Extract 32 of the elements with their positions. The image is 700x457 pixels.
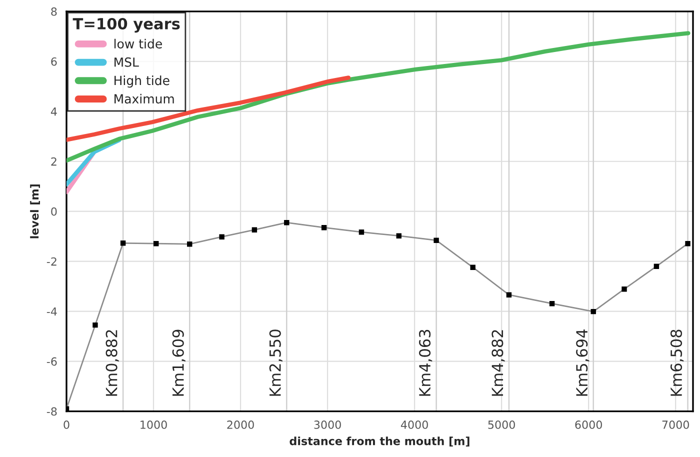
x-tick-label: 6000 [575,420,602,429]
y-axis-title: level [m] [30,184,40,238]
x-tick-label: 4000 [400,420,428,429]
legend-label: MSL [114,57,139,67]
ref-line-label: Km4,882 [492,330,505,396]
legend-title: T=100 years [72,18,180,33]
ref-line-label: Km6,508 [670,330,684,396]
y-tick-label: 0 [51,207,57,216]
y-tick-label: 2 [51,157,56,166]
y-tick-label: 8 [51,7,57,16]
x-tick-label: 5000 [488,420,515,429]
y-tick-label: -2 [46,257,56,266]
y-tick-label: -6 [46,357,57,366]
line-series [66,76,351,142]
x-tick-label: 2000 [227,420,254,429]
x-tick-label: 0 [64,420,70,429]
ref-line-label: Km4,063 [419,330,432,396]
ref-line-label: Km1,609 [172,330,186,396]
ref-line-label: Km2,550 [269,330,282,396]
x-tick-label: 1000 [140,420,167,429]
y-tick-label: -8 [46,407,57,416]
legend-label: High tide [114,76,170,88]
legend-label: low tide [114,38,162,49]
y-tick-label: -4 [46,307,57,316]
legend-label: Maximum [114,94,174,104]
y-tick-label: 6 [51,57,57,66]
y-tick-label: 4 [50,108,57,116]
x-tick-label: 3000 [314,420,341,429]
x-tick-label: 7000 [662,420,689,429]
ref-line-label: Km0,882 [106,330,119,396]
x-axis-title: distance from the mouth [m] [290,436,470,447]
ref-line-label: Km5,694 [576,330,590,396]
